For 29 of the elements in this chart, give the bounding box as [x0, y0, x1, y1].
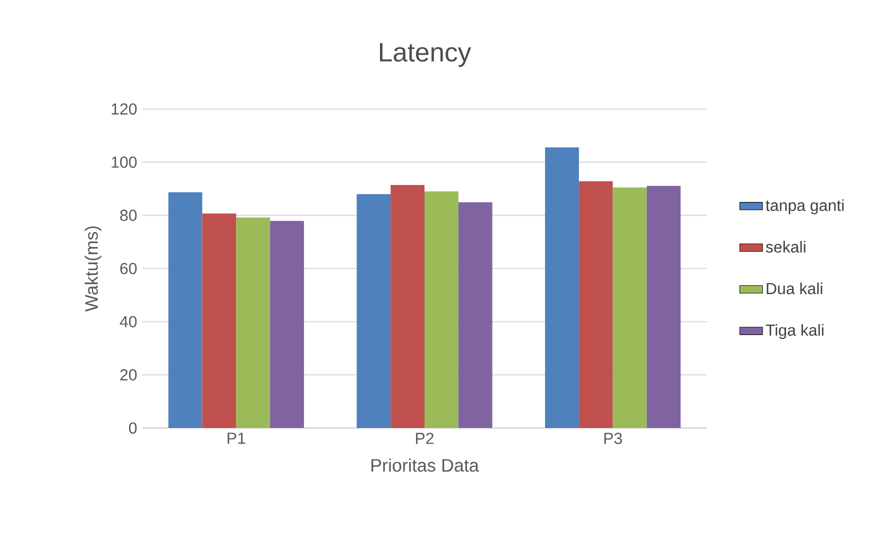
y-tick-label: 40	[120, 316, 137, 328]
legend-label: tanpa ganti	[766, 199, 844, 214]
bar	[612, 187, 647, 428]
bar	[236, 217, 270, 428]
bar	[390, 185, 425, 428]
bar	[458, 202, 492, 428]
bar	[270, 220, 304, 428]
legend-label: Dua kali	[766, 282, 822, 294]
legend-label: sekali	[766, 240, 806, 253]
y-tick-label: 60	[120, 262, 137, 274]
y-tick-label: 80	[120, 210, 137, 221]
bar	[356, 194, 391, 428]
y-tick-label: 0	[129, 422, 137, 434]
y-tick-label: 120	[112, 103, 137, 115]
y-tick-label: 20	[120, 369, 137, 380]
bar	[168, 192, 202, 428]
bar	[424, 191, 458, 428]
bar	[545, 147, 579, 428]
x-axis-title: Prioritas Data	[371, 458, 479, 472]
bar	[646, 186, 681, 428]
x-tick-label: P3	[604, 432, 622, 444]
bar	[202, 213, 236, 428]
x-tick-label: P1	[228, 432, 246, 444]
y-tick-label: 100	[112, 156, 137, 168]
legend-label: Tiga kali	[766, 324, 824, 340]
bar	[578, 181, 613, 428]
y-axis-title: Waktu(ms)	[84, 226, 102, 312]
x-tick-label: P2	[416, 432, 434, 444]
chart-title: Latency	[380, 43, 472, 67]
